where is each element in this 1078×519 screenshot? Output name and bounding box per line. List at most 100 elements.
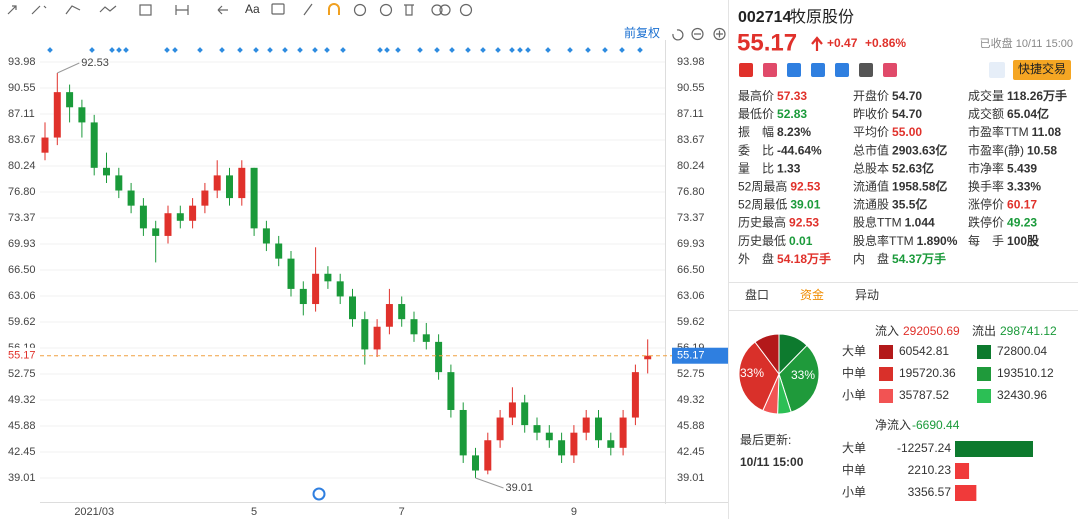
update-time: 10/11 15:00 xyxy=(740,455,804,469)
candle-body xyxy=(312,273,320,305)
candle-body xyxy=(484,440,492,471)
adjust-toggle[interactable]: 前复权 xyxy=(624,25,660,40)
stat-value: 1.044 xyxy=(905,216,935,230)
legend-swatch xyxy=(879,345,893,359)
pie-slice xyxy=(738,341,780,412)
stat-value: 49.23 xyxy=(1007,216,1037,230)
trade-button-label[interactable]: 快捷交易 xyxy=(1018,61,1066,76)
stat-label: 振 幅 xyxy=(738,124,774,139)
stat: 最低价 52.83 xyxy=(738,107,807,121)
tool-icon[interactable] xyxy=(691,27,704,41)
tool-icon[interactable] xyxy=(31,5,47,15)
stat-label: 成交量 xyxy=(968,88,1004,103)
action-icon[interactable] xyxy=(835,63,849,77)
candle-body xyxy=(53,92,61,138)
stat-label: 每 手 xyxy=(968,233,1004,248)
tool-icon[interactable] xyxy=(7,5,17,15)
marker-dot xyxy=(585,47,591,53)
y-tick-label: 83.67 xyxy=(8,134,36,146)
net-bar xyxy=(955,485,977,501)
stat-value: 100股 xyxy=(1007,233,1040,248)
candle-body xyxy=(287,258,295,289)
text-tool[interactable]: Aa xyxy=(245,2,260,16)
tab[interactable]: 盘口 xyxy=(745,287,769,302)
tool-icon[interactable] xyxy=(379,3,393,17)
candle-body xyxy=(78,107,86,123)
stat: 振 幅 8.23% xyxy=(738,124,811,139)
last-price: 55.17 xyxy=(737,29,797,56)
stat-label: 总市值 xyxy=(853,142,889,157)
tool-icon[interactable] xyxy=(439,4,451,16)
candle-body xyxy=(595,417,602,441)
tool-icon[interactable] xyxy=(175,5,189,15)
stat: 市净率 5.439 xyxy=(968,161,1037,176)
stat-label: 量 比 xyxy=(738,162,774,176)
candle-body xyxy=(115,175,123,191)
stat-label: 委 比 xyxy=(738,143,774,157)
tool-icon[interactable] xyxy=(431,4,443,16)
stat-value: 10.58 xyxy=(1027,143,1057,157)
action-icon[interactable] xyxy=(859,63,873,77)
tool-icon[interactable] xyxy=(353,3,367,17)
tool-icon[interactable] xyxy=(404,4,414,16)
candle-body xyxy=(152,228,160,236)
flow-in: 195720.36 xyxy=(899,366,956,380)
candle-body xyxy=(447,372,455,410)
action-icon[interactable] xyxy=(787,63,801,77)
stat-value: 39.01 xyxy=(790,198,820,212)
action-icon[interactable] xyxy=(811,63,825,77)
y-tick-label: 87.11 xyxy=(677,108,704,120)
marker-dot xyxy=(525,47,531,53)
candle-body xyxy=(324,273,332,282)
stat-value: 60.17 xyxy=(1007,198,1037,212)
action-icon[interactable] xyxy=(763,63,777,77)
tool-icon[interactable] xyxy=(459,3,473,17)
stat-value: 92.53 xyxy=(789,216,819,230)
trade-button[interactable] xyxy=(1013,60,1071,80)
candle-body xyxy=(570,432,578,456)
tool-icon[interactable] xyxy=(65,5,81,15)
candle-body xyxy=(349,296,356,320)
stat: 换手率 3.33% xyxy=(968,179,1041,194)
stat: 昨收价 54.70 xyxy=(853,107,922,121)
stat-value: 52.83 xyxy=(777,107,807,121)
net-bar xyxy=(955,463,970,479)
stat-label: 总股本 xyxy=(853,162,889,176)
stock-code: 002714 xyxy=(738,9,791,26)
outflow-label: 流出 xyxy=(972,324,996,338)
tool-icon[interactable] xyxy=(303,3,313,16)
tool-icon[interactable] xyxy=(271,3,285,15)
candle-body xyxy=(533,425,541,433)
flow-row-label: 中单 xyxy=(842,365,866,380)
tool-icon[interactable] xyxy=(139,4,152,16)
y-tick-label: 80.24 xyxy=(8,160,36,172)
tool-icon[interactable] xyxy=(99,5,117,13)
stat-value: 57.33 xyxy=(777,89,807,103)
y-tick-label: 49.32 xyxy=(677,394,705,406)
y-tick-label: 93.98 xyxy=(677,56,705,68)
tab[interactable]: 资金 xyxy=(800,287,824,302)
tool-icon[interactable] xyxy=(713,27,726,41)
price-change-pct: +0.86% xyxy=(865,36,906,50)
candle-body xyxy=(238,167,246,199)
stat-value: 2903.63亿 xyxy=(892,142,947,157)
tab[interactable]: 异动 xyxy=(855,288,879,302)
candle-body xyxy=(435,341,443,373)
toolbar[interactable] xyxy=(7,3,726,41)
tool-icon[interactable] xyxy=(672,29,723,41)
action-icon[interactable] xyxy=(739,63,753,77)
stat-value: 118.26万手 xyxy=(1007,88,1067,103)
tool-icon[interactable] xyxy=(328,3,340,15)
stat-value: 5.439 xyxy=(1007,162,1037,176)
tool-icon[interactable] xyxy=(217,5,228,15)
outflow-total: 298741.12 xyxy=(1000,324,1057,338)
candle-body xyxy=(213,175,221,191)
candle-body xyxy=(619,417,627,448)
candle-body xyxy=(545,432,553,441)
action-icon[interactable] xyxy=(883,63,897,77)
y-tick-label: 76.80 xyxy=(677,186,705,198)
alert-icon[interactable] xyxy=(989,62,1005,78)
candle-body xyxy=(275,243,283,259)
stat: 外 盘 54.18万手 xyxy=(738,251,831,266)
